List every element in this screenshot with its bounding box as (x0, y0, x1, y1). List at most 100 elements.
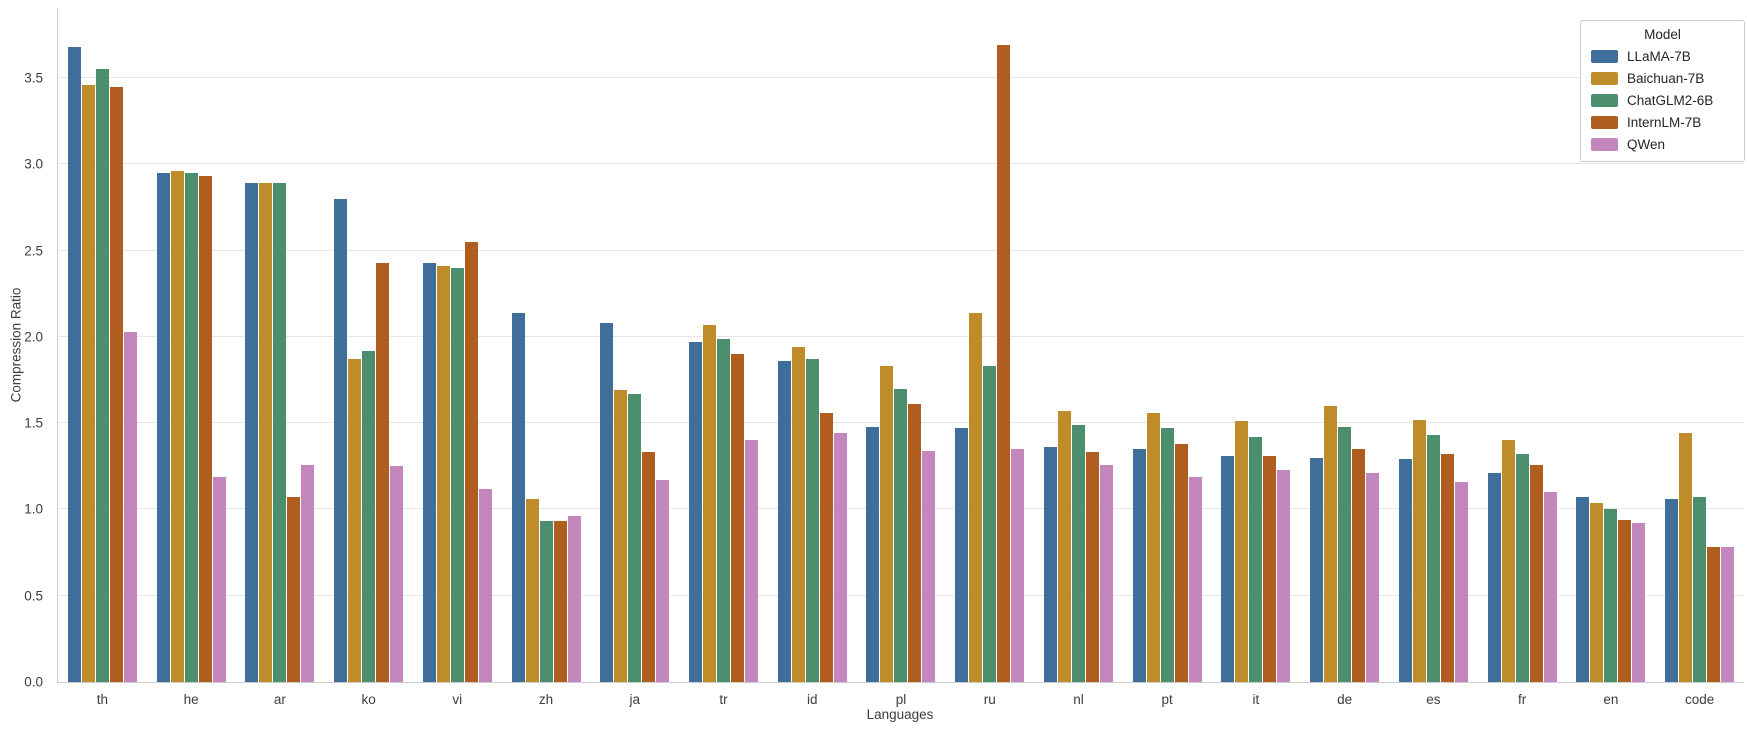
bar-InternLM-7B-id (819, 412, 833, 682)
bar-group-tr: tr (679, 8, 768, 707)
bar-QWen-pt (1188, 476, 1202, 682)
bar-QWen-en (1632, 523, 1646, 682)
bar-Baichuan-7B-fr (1501, 440, 1515, 682)
bar-LLaMA-7B-pl (866, 426, 880, 682)
x-tick-label-ar: ar (273, 692, 286, 707)
y-tick-label: 0.5 (24, 588, 43, 604)
x-axis-title: Languages (866, 707, 934, 722)
bar-LLaMA-7B-tr (689, 341, 702, 682)
x-tick-label-pl: pl (895, 692, 907, 707)
bar-QWen-de (1366, 473, 1380, 682)
bar-LLaMA-7B-ru (955, 428, 969, 682)
bar-ChatGLM2-6B-es (1426, 435, 1440, 682)
bar-InternLM-7B-pt (1174, 443, 1188, 682)
bar-QWen-id (833, 433, 847, 682)
bar-InternLM-7B-de (1352, 449, 1366, 682)
legend-label: InternLM-7B (1627, 114, 1702, 130)
x-tick-label-vi: vi (452, 692, 463, 707)
bar-ChatGLM2-6B-ja (628, 393, 642, 682)
bar-group-th: th (58, 8, 147, 707)
legend-label: ChatGLM2-6B (1627, 92, 1714, 108)
bar-InternLM-7B-es (1440, 454, 1454, 682)
gridline (58, 335, 1744, 337)
bar-group-ko: ko (324, 8, 413, 707)
bar-group-ja: ja (590, 8, 679, 707)
bar-Baichuan-7B-id (791, 347, 805, 682)
bar-QWen-ja (656, 480, 670, 682)
bar-Baichuan-7B-code (1679, 433, 1693, 682)
bar-QWen-ko (390, 466, 404, 682)
bar-group-it: it (1212, 8, 1301, 707)
gridline (58, 76, 1744, 78)
bar-ChatGLM2-6B-zh (539, 521, 553, 682)
bar-QWen-ar (301, 464, 315, 682)
bar-InternLM-7B-ar (287, 497, 301, 682)
y-tick-label: 2.0 (24, 329, 43, 345)
bar-ChatGLM2-6B-th (95, 69, 109, 682)
legend-label: Baichuan-7B (1627, 70, 1705, 86)
bar-LLaMA-7B-pt (1132, 449, 1146, 682)
y-axis-ticks: 0.0 0.5 1.0 1.5 2.0 2.5 3.0 3.5 (0, 8, 55, 689)
bar-group-id: id (768, 8, 857, 707)
bar-group-pt: pt (1123, 8, 1212, 707)
bar-InternLM-7B-he (198, 176, 212, 682)
y-tick-label: 3.5 (24, 70, 43, 86)
bar-group-code: code (1655, 8, 1744, 707)
bar-Baichuan-7B-de (1324, 405, 1338, 682)
bar-ChatGLM2-6B-fr (1515, 454, 1529, 682)
bar-QWen-es (1454, 481, 1468, 682)
bar-QWen-pl (922, 450, 936, 682)
bar-QWen-ru (1011, 449, 1025, 682)
bar-Baichuan-7B-zh (525, 499, 539, 682)
bar-group-nl: nl (1034, 8, 1123, 707)
bar-InternLM-7B-th (109, 86, 123, 682)
bar-Baichuan-7B-tr (703, 324, 716, 682)
bar-Baichuan-7B-it (1235, 421, 1249, 682)
bar-QWen-nl (1099, 464, 1113, 682)
bar-Baichuan-7B-pt (1146, 412, 1160, 682)
bar-group-pl: pl (857, 8, 946, 707)
bar-ChatGLM2-6B-he (184, 172, 198, 682)
legend-title: Model (1644, 27, 1681, 42)
bar-group-ar: ar (235, 8, 324, 707)
bar-ChatGLM2-6B-ar (273, 183, 287, 682)
legend-item-Baichuan-7B: Baichuan-7B (1581, 67, 1744, 89)
bar-Baichuan-7B-ru (969, 312, 983, 682)
bar-Baichuan-7B-th (81, 84, 95, 682)
bar-QWen-it (1277, 469, 1291, 682)
bar-QWen-vi (478, 488, 492, 682)
x-tick-label-en: en (1603, 692, 1619, 707)
x-tick-label-ja: ja (629, 692, 641, 707)
y-tick-label: 0.0 (24, 674, 43, 690)
legend-label: QWen (1627, 136, 1666, 152)
bar-InternLM-7B-ru (997, 45, 1011, 682)
bar-LLaMA-7B-ko (334, 198, 348, 682)
x-tick-label-de: de (1337, 692, 1353, 707)
x-tick-label-nl: nl (1073, 692, 1084, 707)
bar-LLaMA-7B-es (1398, 459, 1412, 682)
gridline (58, 249, 1744, 251)
bar-group-ru: ru (945, 8, 1034, 707)
bar-Baichuan-7B-ko (348, 359, 362, 682)
x-tick-label-es: es (1426, 692, 1441, 707)
bar-group-vi: vi (413, 8, 502, 707)
bar-LLaMA-7B-fr (1487, 473, 1501, 682)
legend-swatch-icon (1591, 115, 1618, 129)
bar-ChatGLM2-6B-en (1604, 509, 1618, 682)
bar-ChatGLM2-6B-de (1338, 426, 1352, 682)
bar-InternLM-7B-tr (731, 354, 744, 682)
bar-InternLM-7B-ja (642, 452, 656, 682)
legend-items: LLaMA-7B Baichuan-7B ChatGLM2-6B InternLM-7… (1581, 45, 1744, 155)
x-tick-label-he: he (183, 692, 199, 707)
bar-group-fr: fr (1478, 8, 1567, 707)
bar-LLaMA-7B-th (67, 46, 81, 682)
plot-area: th he ar ko vi zh ja tr id pl ru nl pt it de es fr en code (57, 8, 1744, 707)
x-tick-label-tr: tr (719, 692, 728, 707)
x-tick-label-zh: zh (538, 692, 554, 707)
x-tick-label-pt: pt (1161, 692, 1173, 707)
bar-LLaMA-7B-en (1576, 497, 1590, 682)
y-tick-label: 1.5 (24, 415, 43, 431)
legend-swatch-icon (1591, 71, 1618, 85)
bar-QWen-code (1721, 547, 1735, 682)
bar-InternLM-7B-zh (553, 521, 567, 682)
